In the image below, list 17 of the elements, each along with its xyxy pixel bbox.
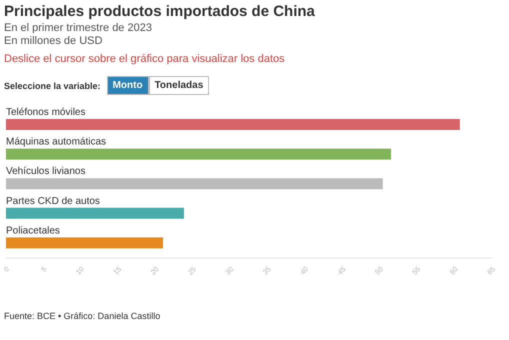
toggle-button: Toneladas [148, 76, 210, 95]
text: Deslice el cursor sobre el gráfico para visualizar los datos [4, 53, 285, 65]
bar [6, 208, 184, 219]
bar [6, 119, 460, 130]
y-tick-label: Teléfonos móviles [6, 107, 86, 118]
y-tick-label: Vehículos livianos [6, 166, 86, 178]
bar [6, 178, 383, 190]
y-tick-label: Máquinas automáticas [6, 136, 106, 148]
chart-title: Principales productos importados de China [4, 3, 315, 20]
toggle-button: Monto [106, 76, 149, 95]
y-tick-label: Partes CKD de autos [6, 196, 100, 207]
chart-subtitle: En el primer trimestre de 2023 En millones de USD [4, 22, 152, 47]
bar [6, 237, 164, 248]
text: Seleccione la variable: [4, 80, 101, 90]
y-tick-label: Poliacetales [6, 225, 60, 236]
bar [6, 148, 392, 160]
source-note: Fuente: BCE • Gráfico: Daniela Castillo [4, 311, 160, 321]
